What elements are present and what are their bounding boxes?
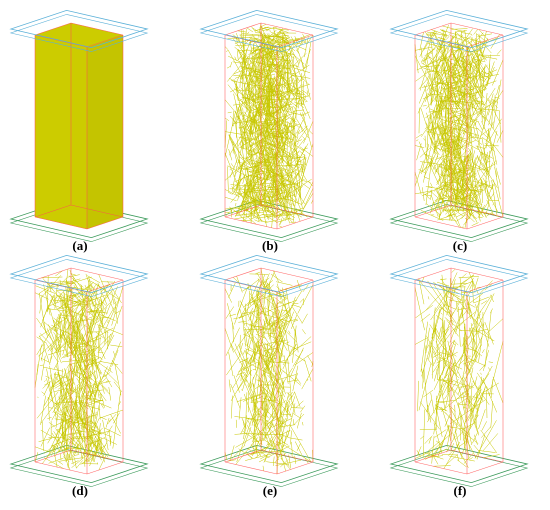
plate-edge xyxy=(199,14,339,52)
panel: (f) xyxy=(389,254,529,498)
panel: (a) xyxy=(9,9,149,253)
panel: (c) xyxy=(389,9,529,253)
plate-edge xyxy=(199,449,339,487)
plate-edge xyxy=(199,259,339,297)
plate xyxy=(199,444,339,484)
domain-box xyxy=(414,267,504,475)
fiber-block xyxy=(35,23,123,47)
domain-box xyxy=(34,22,124,230)
panel-label: (d) xyxy=(72,483,88,498)
plate xyxy=(389,9,529,49)
plate-edge xyxy=(9,14,149,52)
fibers xyxy=(34,268,124,471)
plate xyxy=(9,254,149,294)
plate-edge xyxy=(9,449,149,487)
plate-edge xyxy=(389,449,529,487)
panel: (b) xyxy=(199,9,339,253)
plate xyxy=(199,9,339,49)
domain-box xyxy=(224,267,314,475)
domain-box xyxy=(224,22,314,230)
fiber-block xyxy=(87,35,123,229)
panel: (e) xyxy=(199,254,339,498)
panel-label: (e) xyxy=(263,483,277,498)
panel: (d) xyxy=(9,254,149,498)
fibers xyxy=(224,267,314,475)
plate xyxy=(389,254,529,294)
panel-label: (c) xyxy=(453,238,467,253)
panel-label: (a) xyxy=(72,238,87,253)
plate xyxy=(9,9,149,49)
fibers xyxy=(224,22,314,228)
plate xyxy=(389,199,529,239)
plate-edge xyxy=(389,14,529,52)
domain-box xyxy=(34,267,124,475)
plate xyxy=(389,444,529,484)
panel-label: (b) xyxy=(262,238,278,253)
domain-box xyxy=(414,22,504,230)
plate xyxy=(199,199,339,239)
plate xyxy=(199,254,339,294)
fibers xyxy=(414,268,504,469)
fiber-block xyxy=(35,35,87,229)
plate xyxy=(9,444,149,484)
fibers xyxy=(414,24,504,228)
plate-edge xyxy=(9,259,149,297)
plate-edge xyxy=(389,259,529,297)
panel-label: (f) xyxy=(454,483,467,498)
plate-edge xyxy=(389,204,529,242)
